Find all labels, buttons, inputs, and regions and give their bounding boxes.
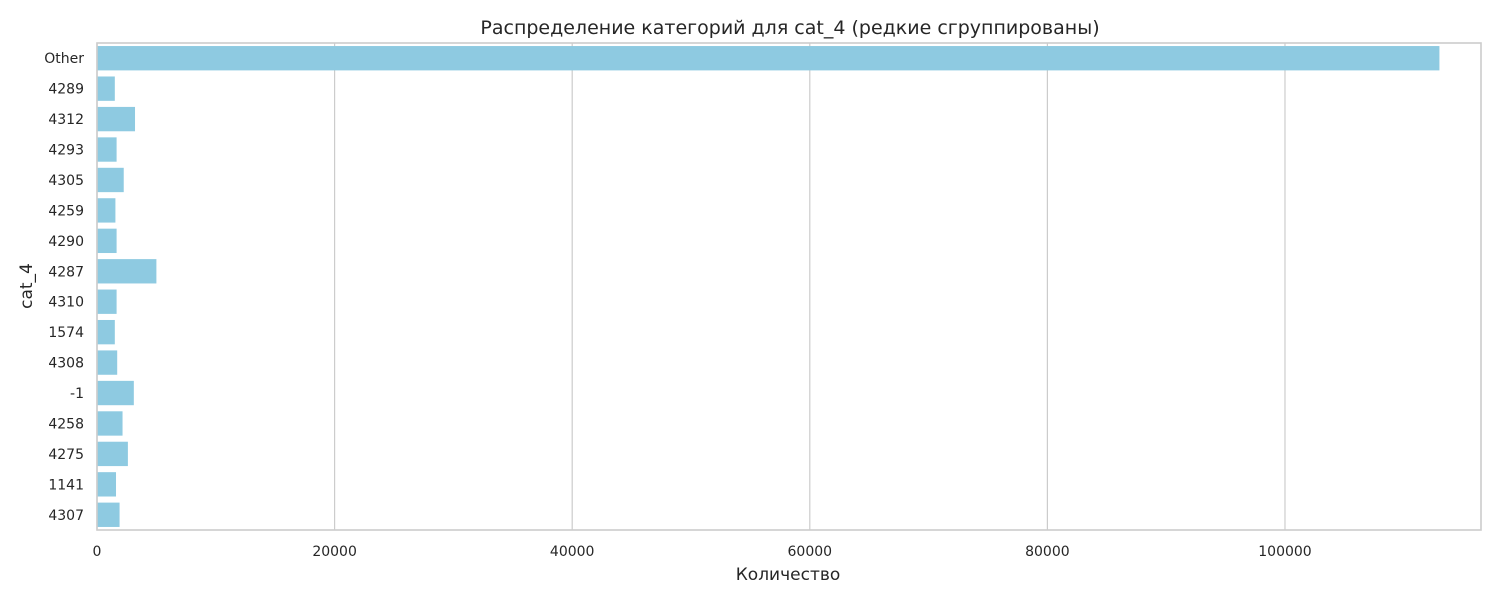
y-tick-label: 4290 xyxy=(48,234,84,250)
bar-4305 xyxy=(97,167,124,193)
y-axis-label: cat_4 xyxy=(17,263,37,309)
x-tick-label: 0 xyxy=(93,544,102,560)
plot-frame xyxy=(96,42,1482,531)
y-tick-label: 4308 xyxy=(48,356,84,372)
bar-4259 xyxy=(97,198,116,223)
bar-1141 xyxy=(97,472,117,497)
grid-lines xyxy=(96,43,1286,530)
y-tick-label: 1141 xyxy=(48,477,84,493)
x-tick-label: 80000 xyxy=(1025,544,1070,560)
y-tick-label: 4258 xyxy=(48,416,84,432)
y-tick-labels: Other 4289 4312 4293 4305 4259 4290 4287 4310 157… xyxy=(44,51,84,524)
y-tick-label: 4312 xyxy=(48,112,84,128)
bar-1574 xyxy=(97,319,115,345)
bar-4307 xyxy=(97,502,120,527)
bars xyxy=(97,46,1440,527)
bar-4275 xyxy=(97,441,128,467)
bar-Other xyxy=(97,46,1440,71)
bar--1 xyxy=(97,380,134,406)
x-tick-label: 60000 xyxy=(788,544,833,560)
x-tick-labels: 0 20000 40000 60000 80000 100000 xyxy=(93,544,1312,560)
bar-4293 xyxy=(97,137,117,162)
y-tick-label: 4293 xyxy=(48,143,84,159)
y-tick-label: 4307 xyxy=(48,508,84,524)
bar-4312 xyxy=(97,106,136,132)
y-tick-label: 4259 xyxy=(48,203,84,219)
bar-4310 xyxy=(97,289,117,314)
y-tick-label: Other xyxy=(44,51,84,67)
x-tick-label: 100000 xyxy=(1258,544,1311,560)
bar-4308 xyxy=(97,350,118,375)
bar-4289 xyxy=(97,76,115,101)
y-tick-label: 4289 xyxy=(48,82,84,98)
x-axis-label: Количество xyxy=(736,565,841,585)
y-tick-label: 4275 xyxy=(48,447,84,463)
y-tick-label: 4305 xyxy=(48,173,84,189)
y-tick-label: -1 xyxy=(70,386,84,402)
x-tick-label: 40000 xyxy=(550,544,595,560)
y-tick-label: 4287 xyxy=(48,264,84,280)
bar-4287 xyxy=(97,259,157,284)
y-tick-label: 1574 xyxy=(48,325,84,341)
bar-4258 xyxy=(97,411,123,436)
y-tick-label: 4310 xyxy=(48,295,84,311)
bar-4290 xyxy=(97,228,117,254)
chart-title: Распределение категорий для cat_4 (редки… xyxy=(480,17,1099,39)
x-tick-label: 20000 xyxy=(312,544,357,560)
